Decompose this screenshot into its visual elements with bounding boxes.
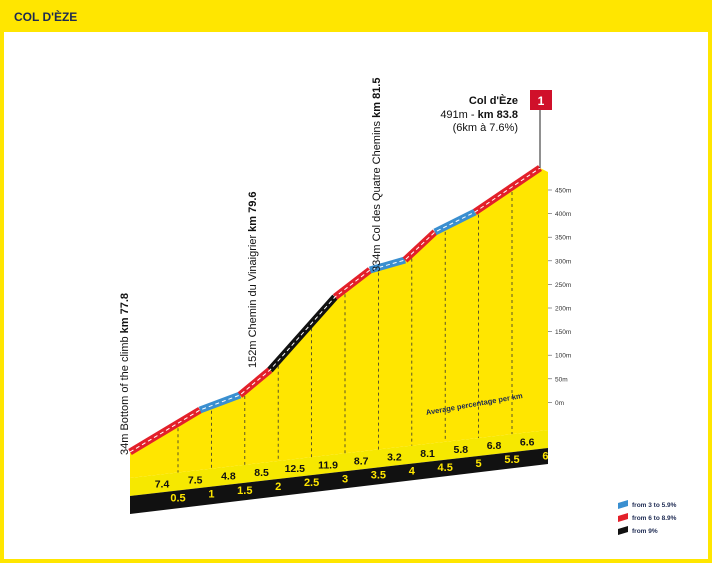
km-label: 5.5 [504,454,519,466]
legend-swatch [618,500,628,509]
scale-label: 0m [555,400,564,407]
km-label: 2 [275,481,281,493]
landmark-km: km 79.6 [247,191,259,231]
percentage: 8.5 [254,467,269,479]
landmark-km: km 77.8 [119,293,131,333]
percentage: 5.8 [453,444,468,456]
km-band [130,448,548,514]
legend-label: from 9% [632,528,658,535]
landmark-name: Bottom of the climb [119,336,131,430]
km-label: 3 [342,473,348,485]
landmark-label: 152m Chemin du Vinaigrier km 79.6 [247,191,259,368]
percentage: 6.6 [520,436,535,448]
km-label: 4 [409,466,416,478]
km-label: 2.5 [304,477,319,489]
landmark-name: Col des Quatre Chemins [371,120,383,241]
legend-swatch [618,513,628,522]
km-label: 1 [208,489,214,501]
landmark-altitude: 152m [247,340,259,368]
km-label: 0.5 [170,492,185,504]
percentage: 6.8 [487,440,502,452]
landmark-altitude: 334m [371,244,383,272]
percentage: 8.1 [420,448,435,460]
landmark-label: 34m Bottom of the climb km 77.8 [119,293,131,455]
scale-label: 350m [555,235,571,242]
scale-label: 100m [555,353,571,360]
flag [530,90,552,110]
landmark-altitude: 34m [119,434,131,455]
km-label: 6 [542,450,548,462]
scale-label: 200m [555,306,571,313]
landmark-label: 334m Col des Quatre Chemins km 81.5 [371,78,383,272]
summit-altitude: 491m - [440,109,475,121]
percentage: 8.7 [354,455,369,467]
percent-band [130,430,548,496]
legend-label: from 3 to 5.9% [632,502,677,509]
landmark-name: Chemin du Vinaigrier [247,235,259,338]
summit-name: Col d'Èze [469,94,518,107]
scale-label: 150m [555,329,571,336]
km-label: 5 [476,458,482,470]
percentage: 11.9 [318,459,338,471]
km-label: 4.5 [438,462,453,474]
km-lines [177,191,513,473]
landmark-km: km 81.5 [371,78,383,118]
percentage: 4.8 [221,471,236,483]
header-band [0,0,712,32]
km-label: 3.5 [371,469,386,481]
summit-info: 491m - km 83.8 [440,109,518,121]
percentage: 7.5 [188,475,203,487]
dynamic-labels: 34m Bottom of the climb km 77.8 152m Chem… [119,78,677,535]
category: 1 [538,94,545,108]
percentage: 3.2 [387,452,402,464]
km-label: 1.5 [237,485,252,497]
percentage: 12.5 [285,463,306,475]
scale-label: 50m [555,376,568,383]
percentage: 7.4 [155,478,170,490]
title: COL D'ÈZE [14,9,77,24]
scale-label: 400m [555,211,571,218]
legend-swatch [618,526,628,535]
summit-km: km 83.8 [478,109,518,121]
scale-label: 450m [555,188,571,195]
scale-label: 300m [555,258,571,265]
legend-label: from 6 to 8.9% [632,515,677,522]
profile-dash [129,167,541,453]
summit-gradient: (6km à 7.6%) [453,122,518,134]
scale-label: 250m [555,282,571,289]
